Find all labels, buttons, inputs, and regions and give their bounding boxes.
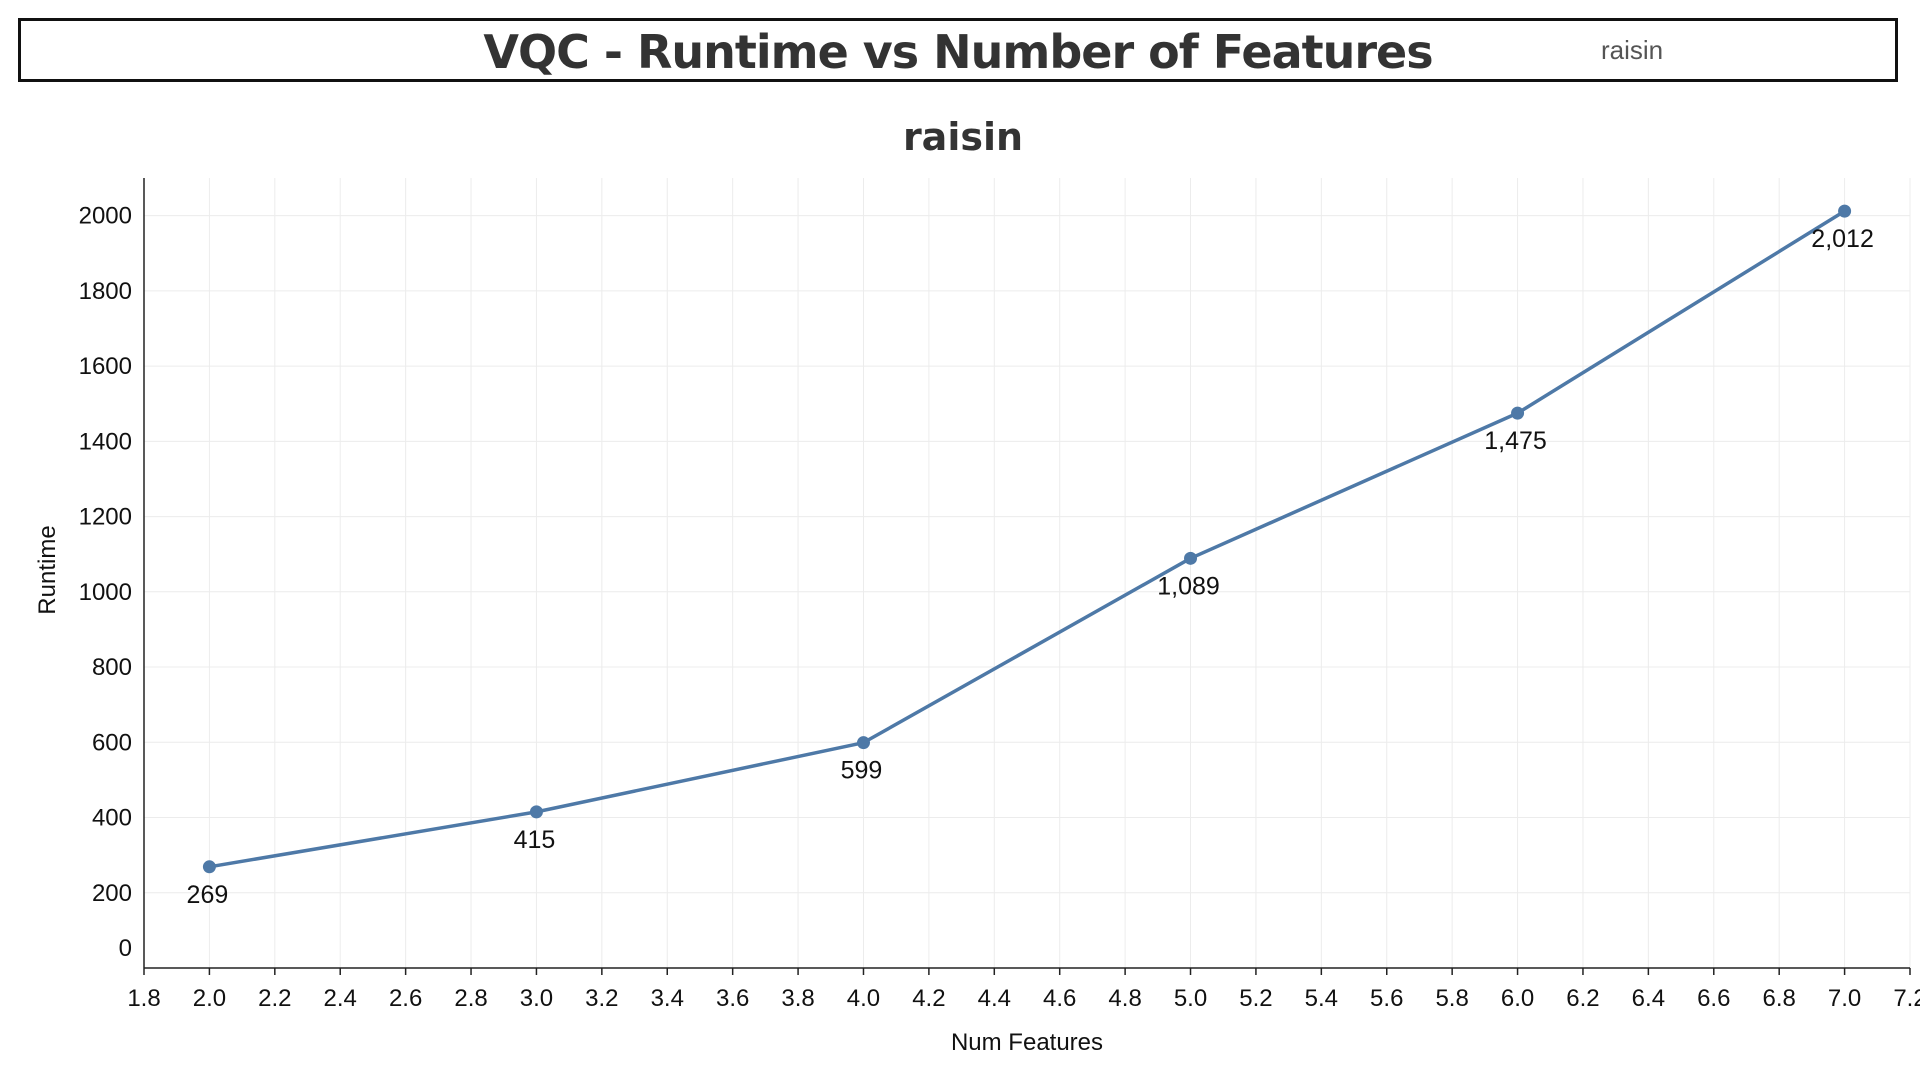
x-tick-label: 6.6 <box>1697 985 1730 1012</box>
x-tick-label: 2.2 <box>258 985 291 1012</box>
y-tick-label: 1000 <box>79 579 132 606</box>
data-label: 599 <box>841 757 883 785</box>
x-tick-label: 2.0 <box>193 985 226 1012</box>
data-point <box>856 736 870 750</box>
x-tick-label: 4.6 <box>1043 985 1076 1012</box>
filter-label[interactable]: raisin <box>1601 35 1664 65</box>
x-tick-label: 6.2 <box>1566 985 1599 1012</box>
x-tick-label: 2.4 <box>324 985 357 1012</box>
data-label: 415 <box>514 826 556 854</box>
x-tick-label: 5.0 <box>1174 985 1207 1012</box>
x-tick-label: 5.2 <box>1239 985 1272 1012</box>
x-tick-label: 4.2 <box>912 985 945 1012</box>
y-tick-label: 1600 <box>79 353 132 380</box>
x-tick-label: 2.6 <box>389 985 422 1012</box>
x-tick-label: 3.8 <box>781 985 814 1012</box>
page-title: VQC - Runtime vs Number of Features <box>483 25 1433 79</box>
title-box: VQC - Runtime vs Number of Features rais… <box>18 18 1898 82</box>
chart-title: raisin <box>903 115 1023 159</box>
y-tick-label: 200 <box>92 880 132 907</box>
data-point <box>1184 551 1198 565</box>
x-tick-label: 1.8 <box>127 985 160 1012</box>
data-point <box>1511 406 1525 420</box>
x-tick-label: 7.2 <box>1893 985 1920 1012</box>
data-label: 1,475 <box>1484 427 1547 455</box>
x-tick-label: 5.6 <box>1370 985 1403 1012</box>
data-point <box>202 860 216 874</box>
y-tick-label: 600 <box>92 729 132 756</box>
y-tick-label: 1400 <box>79 428 132 455</box>
x-tick-label: 6.0 <box>1501 985 1534 1012</box>
gridlines <box>143 178 1911 969</box>
x-axis-title: Num Features <box>951 1029 1103 1056</box>
x-tick-label: 3.4 <box>651 985 684 1012</box>
y-axis-ticks: 0 200 400 600 800 1000 1200 1400 1600 1800 2000 <box>79 203 132 962</box>
x-tick-label: 3.2 <box>585 985 618 1012</box>
x-tick-label: 6.4 <box>1632 985 1665 1012</box>
y-tick-label: 1800 <box>79 278 132 305</box>
data-label: 2,012 <box>1811 225 1874 253</box>
data-point <box>1838 204 1852 218</box>
x-tick-label: 5.4 <box>1305 985 1338 1012</box>
series-line <box>207 209 1847 869</box>
y-tick-label: 800 <box>92 654 132 681</box>
x-tick-label: 2.8 <box>454 985 487 1012</box>
series-runtime: 269 415 599 1,089 1,475 2,012 <box>187 204 1874 909</box>
data-point <box>529 805 543 819</box>
x-tick-label: 7.0 <box>1828 985 1861 1012</box>
y-tick-label: 1200 <box>79 504 132 531</box>
y-tick-label: 400 <box>92 805 132 832</box>
x-tick-label: 4.0 <box>847 985 880 1012</box>
data-label: 1,089 <box>1157 572 1220 600</box>
y-tick-label: 2000 <box>79 203 132 230</box>
x-tick-label: 5.8 <box>1435 985 1468 1012</box>
x-tick-label: 3.6 <box>716 985 749 1012</box>
y-axis-title: Runtime <box>34 525 61 614</box>
y-tick-label: 0 <box>119 935 132 962</box>
x-tick-label: 4.8 <box>1108 985 1141 1012</box>
x-tick-label: 6.8 <box>1762 985 1795 1012</box>
x-tick-label: 3.0 <box>520 985 553 1012</box>
data-label: 269 <box>187 881 229 909</box>
x-tick-label: 4.4 <box>978 985 1011 1012</box>
x-axis-ticks: 1.8 2.0 2.2 2.4 2.6 2.8 3.0 3.2 3.4 3.6 3.8 4.0 4.2 4… <box>127 968 1920 1012</box>
